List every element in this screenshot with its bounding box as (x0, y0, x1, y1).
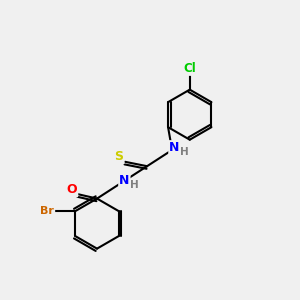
Text: H: H (130, 180, 139, 190)
Text: O: O (67, 183, 77, 196)
Text: N: N (169, 141, 180, 154)
Text: H: H (180, 147, 189, 158)
Text: S: S (115, 150, 124, 163)
Text: Cl: Cl (183, 62, 196, 75)
Text: Br: Br (40, 206, 54, 216)
Text: N: N (119, 173, 130, 187)
